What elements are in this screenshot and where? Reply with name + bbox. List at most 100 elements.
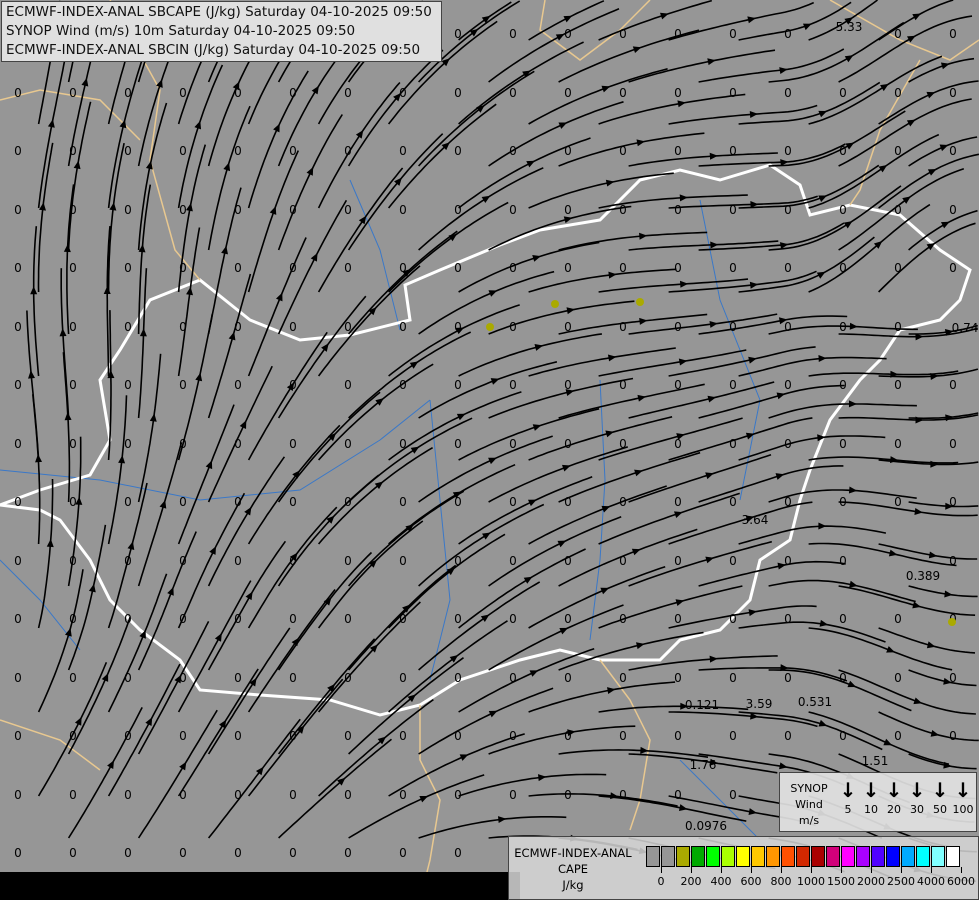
- streamline: [808, 0, 878, 41]
- streamline: [908, 136, 978, 167]
- streamline: [838, 327, 978, 338]
- cin-value-label: 0: [784, 671, 792, 685]
- cin-value-label: 0: [344, 554, 352, 568]
- streamline-arrowhead: [890, 456, 899, 464]
- streamline-arrowhead: [640, 746, 649, 754]
- cin-value-label: 0: [564, 612, 572, 626]
- streamline: [738, 711, 883, 751]
- cin-value-label: 0: [894, 729, 902, 743]
- cape-color-swatch: [676, 846, 690, 867]
- cin-value-label: 3.59: [746, 697, 773, 711]
- cin-value-label: 0: [399, 86, 407, 100]
- cin-value-label: 0: [784, 495, 792, 509]
- cin-value-label: 0: [949, 378, 957, 392]
- streamline: [878, 368, 979, 378]
- streamline: [67, 101, 92, 251]
- cape-color-swatch: [766, 846, 780, 867]
- streamline-arrowhead: [709, 655, 718, 663]
- streamline-arrowhead: [567, 729, 576, 737]
- cin-value-label: 0: [179, 437, 187, 451]
- no-data-strip: [0, 872, 520, 900]
- cin-value-label: 0: [619, 86, 627, 100]
- streamline: [628, 240, 779, 251]
- cin-value-label: 0: [124, 846, 132, 860]
- cin-value-label: 3.64: [742, 513, 769, 527]
- cin-value-label: 0: [179, 203, 187, 217]
- streamline-arrowhead: [915, 333, 924, 341]
- streamline: [558, 528, 698, 587]
- streamline-arrowhead: [276, 292, 283, 302]
- cin-value-label: 0: [69, 729, 77, 743]
- cin-value-label: 0: [234, 495, 242, 509]
- streamline-arrowhead: [679, 194, 688, 202]
- cin-value-label: 0: [124, 261, 132, 275]
- streamline: [387, 103, 497, 209]
- streamline: [277, 474, 380, 587]
- cin-value-label: 0: [674, 788, 682, 802]
- wind-legend-item: ↓ 50: [929, 777, 951, 816]
- cin-value-label: 0: [509, 144, 517, 158]
- streamline: [32, 226, 40, 377]
- cin-value-label: 0: [619, 788, 627, 802]
- streamline: [808, 711, 950, 765]
- cin-value-label: 0: [124, 378, 132, 392]
- streamline-arrowhead: [255, 766, 264, 776]
- streamline-arrowhead: [912, 601, 921, 609]
- streamline: [137, 442, 183, 587]
- streamline: [418, 503, 545, 587]
- streamline: [598, 349, 747, 377]
- cin-value-label: 0: [399, 378, 407, 392]
- arrow-down-icon: ↓: [954, 778, 972, 802]
- streamline-arrowhead: [819, 619, 829, 627]
- streamline-arrowhead: [310, 252, 318, 262]
- streamline-arrowhead: [296, 725, 305, 734]
- cin-value-label: 0: [949, 86, 957, 100]
- cape-tick-mark: [931, 867, 932, 873]
- streamline-arrowhead: [818, 110, 828, 118]
- cin-value-label: 0: [839, 261, 847, 275]
- cape-tick-mark: [721, 867, 722, 873]
- streamline-arrowhead: [127, 541, 135, 551]
- streamline-arrowhead: [637, 394, 646, 402]
- cin-value-label: 0: [69, 846, 77, 860]
- map-title-box: ECMWF-INDEX-ANAL SBCAPE (J/kg) Saturday …: [1, 1, 442, 62]
- streamline: [388, 304, 520, 377]
- cin-value-label: 0: [179, 86, 187, 100]
- cape-tick-label: 400: [710, 875, 732, 888]
- cin-value-label: 0: [344, 378, 352, 392]
- cape-tick-label: 800: [770, 875, 792, 888]
- streamline-arrowhead: [74, 717, 82, 726]
- wind-speed-label: 10: [864, 803, 878, 816]
- streamline-arrowhead: [481, 15, 491, 24]
- streamline: [628, 540, 773, 587]
- streamline-arrowhead: [913, 697, 923, 705]
- streamline-arrowhead: [375, 398, 384, 406]
- streamline: [668, 270, 817, 293]
- streamline-arrowhead: [537, 774, 547, 782]
- streamline-arrowhead: [139, 630, 146, 639]
- streamline-arrowhead: [480, 614, 490, 622]
- cin-value-label: 0: [564, 671, 572, 685]
- streamline: [107, 573, 168, 713]
- cin-value-label: 0: [894, 320, 902, 334]
- streamline: [598, 194, 748, 209]
- cape-tick-label: 600: [740, 875, 762, 888]
- cape-color-swatch: [901, 846, 915, 867]
- cin-value-label: 0: [454, 261, 462, 275]
- streamline-arrowhead: [888, 549, 898, 557]
- arrow-down-icon: ↓: [885, 778, 903, 802]
- streamline: [347, 230, 458, 335]
- river: [679, 759, 761, 841]
- cin-value-label: 0: [124, 495, 132, 509]
- streamline-arrowhead: [323, 597, 332, 606]
- cin-value-label: 0: [674, 320, 682, 334]
- streamline-arrowhead: [195, 372, 203, 382]
- streamline-arrowhead: [459, 754, 469, 761]
- streamline: [598, 795, 747, 822]
- streamline-arrowhead: [39, 202, 46, 211]
- streamline-arrowhead: [289, 552, 298, 562]
- streamline: [808, 55, 943, 125]
- cin-value-label: 0: [399, 729, 407, 743]
